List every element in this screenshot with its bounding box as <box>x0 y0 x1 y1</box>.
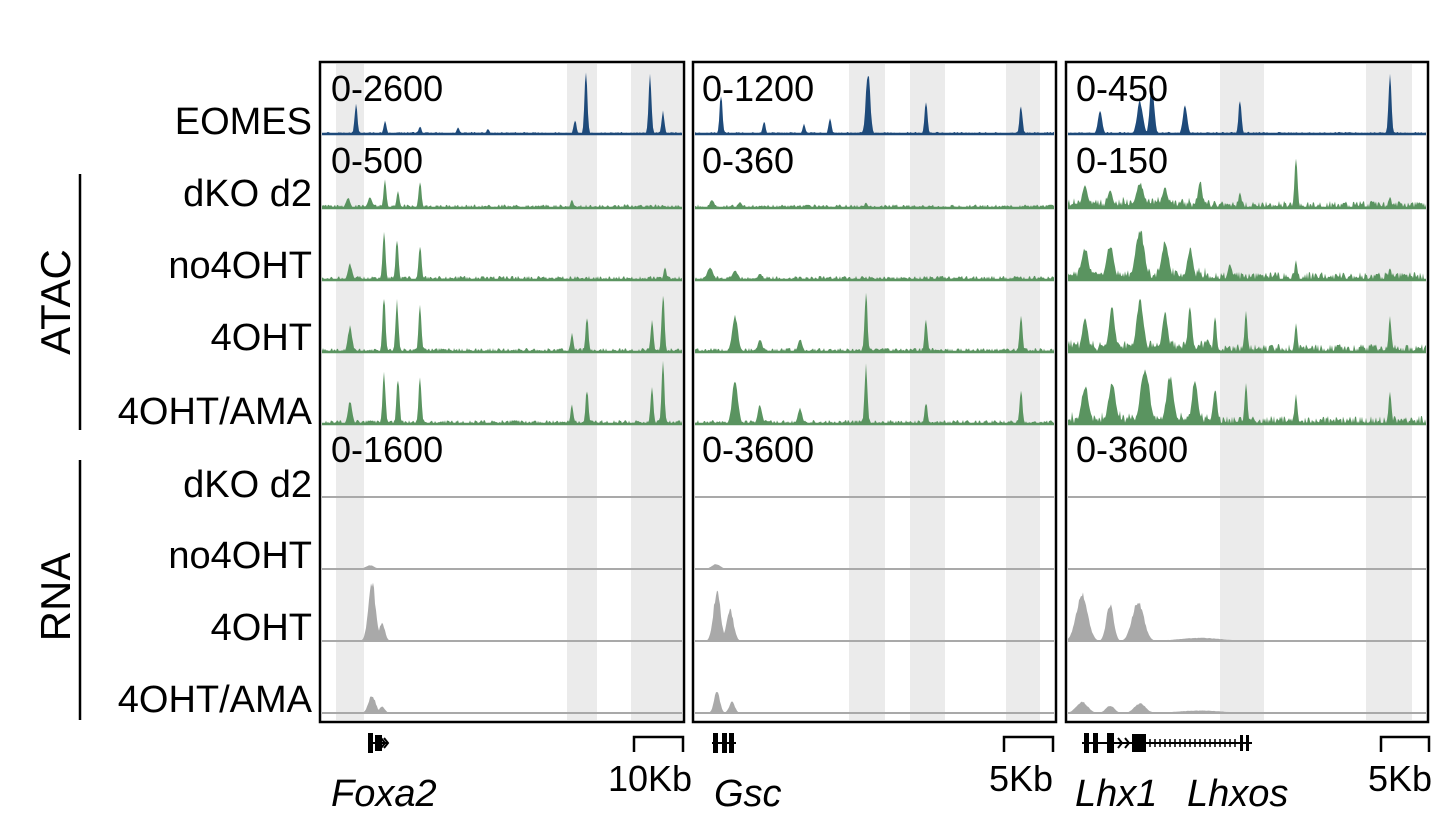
track-signal <box>322 295 682 352</box>
scale-eomes-foxa2: 0-2600 <box>331 68 443 109</box>
gene-label-lhxos: Lhxos <box>1187 773 1288 815</box>
panel-frame-gsc <box>691 60 1058 724</box>
gene-label-lhx1: Lhx1 <box>1075 773 1157 815</box>
scale-labels: 0-2600 0-500 0-1600 0-1200 0-360 0-3600 … <box>331 68 1188 470</box>
row-label-atac-4oht: 4OHT <box>211 317 312 359</box>
row-label-atac-4oht-ama: 4OHT/AMA <box>118 391 313 433</box>
track-signal <box>1068 701 1426 713</box>
row-label-atac-dko: dKO d2 <box>183 173 312 215</box>
row-label-rna-dko: dKO d2 <box>183 464 312 506</box>
highlight-band <box>336 64 364 720</box>
track-signal <box>695 692 1054 713</box>
track-signal <box>1068 73 1426 134</box>
scale-rna-foxa2: 0-1600 <box>331 429 443 470</box>
track-signal <box>322 72 682 134</box>
scale-bar-label-foxa2: 10Kb <box>608 758 692 799</box>
scale-bar-label-gsc: 5Kb <box>989 758 1053 799</box>
row-labels: EOMES dKO d2 no4OHT 4OHT 4OHT/AMA dKO d2… <box>118 101 313 721</box>
row-label-rna-4oht-ama: 4OHT/AMA <box>118 679 313 721</box>
group-label-atac: ATAC <box>32 249 79 355</box>
group-label-rna: RNA <box>32 553 79 642</box>
gene-label-gsc: Gsc <box>714 773 782 815</box>
scale-rna-lhx1: 0-3600 <box>1076 429 1188 470</box>
track-signal <box>322 360 682 424</box>
track-signal <box>322 231 682 280</box>
highlight-band <box>910 64 945 720</box>
gene-model-gsc <box>712 733 736 753</box>
track-signal <box>322 179 682 208</box>
row-label-atac-no4oht: no4OHT <box>168 245 312 287</box>
scale-rna-gsc: 0-3600 <box>702 429 814 470</box>
highlight-band <box>631 64 682 720</box>
scale-eomes-lhx1: 0-450 <box>1076 68 1168 109</box>
highlight-band <box>1006 64 1040 720</box>
panel-frame-lhx1 <box>1064 60 1430 724</box>
scale-bar-lhx1 <box>1379 735 1431 752</box>
scale-atac-lhx1: 0-150 <box>1076 140 1168 181</box>
row-label-rna-4oht: 4OHT <box>211 607 312 649</box>
track-signal <box>1068 369 1426 424</box>
signal-tracks <box>322 72 1426 714</box>
gene-label-foxa2: Foxa2 <box>331 773 437 815</box>
scale-bar-label-lhx1: 5Kb <box>1368 758 1432 799</box>
panel-frame-foxa2 <box>318 60 686 724</box>
track-signal <box>1068 592 1426 641</box>
highlight-band <box>1366 64 1412 720</box>
gene-model-foxa2 <box>368 733 390 753</box>
track-signal <box>695 363 1054 424</box>
track-signal <box>1068 298 1426 352</box>
highlight-band <box>1220 64 1264 720</box>
scale-atac-foxa2: 0-500 <box>331 140 423 181</box>
row-label-eomes: EOMES <box>175 101 312 143</box>
track-signal <box>322 696 682 713</box>
track-signal <box>695 292 1054 352</box>
scale-bar-gsc <box>1002 735 1055 752</box>
row-label-rna-no4oht: no4OHT <box>168 535 312 577</box>
track-signal <box>695 200 1054 208</box>
highlight-band <box>567 64 597 720</box>
track-signal <box>1068 158 1426 208</box>
track-signal <box>695 590 1054 641</box>
gene-model-lhx1-lhxos <box>1082 733 1252 753</box>
scale-bar-foxa2 <box>632 735 685 752</box>
scale-eomes-gsc: 0-1200 <box>702 68 814 109</box>
scale-atac-gsc: 0-360 <box>702 140 794 181</box>
track-signal <box>322 582 682 641</box>
highlight-regions <box>336 64 1412 720</box>
track-signal <box>1068 230 1426 280</box>
